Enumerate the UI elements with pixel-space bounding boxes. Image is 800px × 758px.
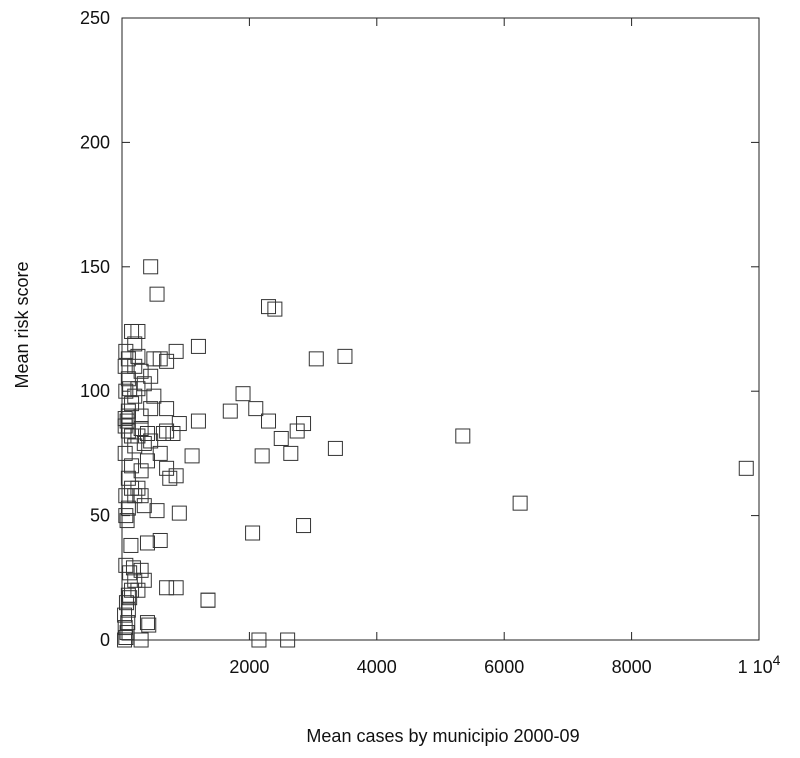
x-tick-label: 4000 bbox=[357, 657, 397, 677]
data-point bbox=[120, 371, 136, 387]
data-point bbox=[152, 351, 168, 367]
x-tick-label: 6000 bbox=[484, 657, 524, 677]
data-point bbox=[143, 259, 159, 275]
data-point bbox=[267, 301, 283, 317]
data-point bbox=[200, 592, 216, 608]
data-point bbox=[136, 498, 152, 514]
data-point bbox=[130, 348, 146, 364]
data-point bbox=[118, 557, 134, 573]
data-point bbox=[120, 500, 136, 516]
data-point bbox=[159, 460, 175, 476]
data-point bbox=[133, 463, 149, 479]
y-axis-ticks: 0 50 100 150 200 250 bbox=[80, 8, 759, 650]
y-tick-label: 150 bbox=[80, 257, 110, 277]
data-point bbox=[165, 425, 181, 441]
data-point bbox=[296, 518, 312, 534]
data-point bbox=[261, 413, 277, 429]
data-point bbox=[190, 338, 206, 354]
y-tick-label: 250 bbox=[80, 8, 110, 28]
y-tick-label: 50 bbox=[90, 506, 110, 526]
data-point bbox=[738, 460, 754, 476]
data-point bbox=[120, 423, 136, 439]
y-tick-label: 200 bbox=[80, 132, 110, 152]
data-point bbox=[190, 413, 206, 429]
data-point bbox=[162, 470, 178, 486]
data-point bbox=[124, 323, 140, 339]
data-point bbox=[130, 582, 146, 598]
data-point bbox=[168, 580, 184, 596]
data-point bbox=[308, 351, 324, 367]
data-point bbox=[152, 532, 168, 548]
data-point bbox=[133, 632, 149, 648]
data-point bbox=[118, 630, 134, 646]
data-point bbox=[254, 448, 270, 464]
data-point bbox=[139, 535, 155, 551]
x-axis-title: Mean cases by municipio 2000-09 bbox=[306, 726, 579, 746]
data-points bbox=[117, 259, 754, 648]
x-tick-label: 1 104 bbox=[738, 652, 781, 677]
x-tick-exponent: 4 bbox=[773, 652, 781, 668]
data-point bbox=[283, 445, 299, 461]
y-axis-title: Mean risk score bbox=[12, 261, 32, 388]
data-point bbox=[118, 383, 134, 399]
plot-frame bbox=[121, 17, 760, 641]
data-point bbox=[327, 440, 343, 456]
data-point bbox=[159, 580, 175, 596]
data-point bbox=[146, 351, 162, 367]
data-point bbox=[273, 430, 289, 446]
data-point bbox=[143, 368, 159, 384]
data-point bbox=[139, 453, 155, 469]
data-point bbox=[127, 336, 143, 352]
data-point bbox=[235, 386, 251, 402]
data-point bbox=[251, 632, 267, 648]
y-tick-label: 0 bbox=[100, 630, 110, 650]
data-point bbox=[184, 448, 200, 464]
data-point bbox=[133, 363, 149, 379]
data-point bbox=[296, 416, 312, 432]
data-point bbox=[222, 403, 238, 419]
data-point bbox=[123, 537, 139, 553]
data-point bbox=[159, 401, 175, 417]
x-tick-label: 2000 bbox=[229, 657, 269, 677]
data-point bbox=[155, 425, 171, 441]
data-point bbox=[159, 353, 175, 369]
data-point bbox=[171, 416, 187, 432]
data-point bbox=[130, 381, 146, 397]
data-point bbox=[117, 607, 133, 623]
x-tick-label: 8000 bbox=[612, 657, 652, 677]
y-tick-label: 100 bbox=[80, 381, 110, 401]
data-point bbox=[117, 620, 133, 636]
data-point bbox=[120, 470, 136, 486]
data-point bbox=[122, 381, 138, 397]
data-point bbox=[120, 587, 136, 603]
data-point bbox=[248, 401, 264, 417]
data-point bbox=[149, 503, 165, 519]
data-point bbox=[337, 348, 353, 364]
data-point bbox=[130, 323, 146, 339]
data-point bbox=[119, 513, 135, 529]
data-point bbox=[146, 388, 162, 404]
data-point bbox=[245, 525, 261, 541]
data-point bbox=[455, 428, 471, 444]
data-point bbox=[152, 445, 168, 461]
data-point bbox=[124, 458, 140, 474]
data-point bbox=[136, 572, 152, 588]
data-point bbox=[512, 495, 528, 511]
data-point bbox=[168, 343, 184, 359]
data-point bbox=[280, 632, 296, 648]
data-point bbox=[130, 480, 146, 496]
data-point bbox=[127, 438, 143, 454]
data-point bbox=[133, 562, 149, 578]
data-point bbox=[139, 615, 155, 631]
data-point bbox=[125, 560, 141, 576]
data-point bbox=[149, 286, 165, 302]
data-point bbox=[141, 617, 157, 633]
x-axis-ticks: 2000 4000 6000 8000 1 104 bbox=[229, 18, 781, 677]
data-point bbox=[200, 592, 216, 608]
data-point bbox=[119, 413, 135, 429]
data-point bbox=[171, 505, 187, 521]
data-point bbox=[261, 299, 277, 315]
data-point bbox=[139, 425, 155, 441]
